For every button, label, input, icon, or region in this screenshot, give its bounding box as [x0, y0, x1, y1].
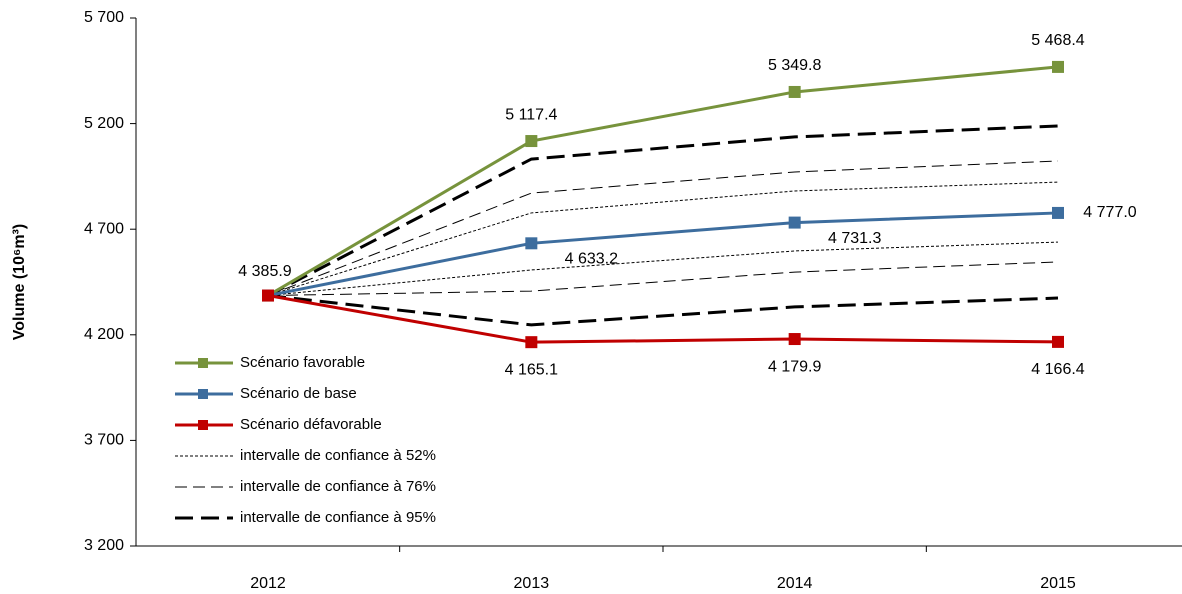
- point: [525, 237, 538, 250]
- x-tick-label: 2012: [250, 575, 286, 592]
- data-label: 4 166.4: [1031, 361, 1084, 378]
- point: [1052, 60, 1064, 73]
- series-line: [267, 65, 1059, 297]
- data-label: 5 349.8: [768, 57, 821, 74]
- confidence-line: [267, 241, 1059, 297]
- data-label: 4 179.9: [768, 358, 821, 375]
- legend-marker: [198, 358, 208, 368]
- point: [525, 336, 538, 349]
- x-tick-label: 2014: [777, 575, 813, 592]
- confidence-line: [267, 160, 1059, 297]
- confidence-line: [267, 181, 1059, 297]
- data-label: 4 777.0: [1083, 204, 1136, 221]
- legend-label: intervalle de confiance à 52%: [240, 447, 436, 464]
- legend-marker: [198, 420, 208, 430]
- legend-marker: [198, 389, 208, 399]
- confidence-line: [267, 294, 1059, 327]
- y-tick-label: 5 700: [84, 9, 124, 26]
- point: [788, 85, 801, 98]
- data-label: 5 117.4: [505, 106, 557, 123]
- confidence-line: [267, 124, 1059, 297]
- x-tick-label: 2015: [1040, 575, 1076, 592]
- y-tick-label: 3 700: [84, 432, 124, 449]
- legend-label: Scénario de base: [240, 385, 357, 402]
- legend-label: Scénario défavorable: [240, 416, 382, 433]
- legend-label: intervalle de confiance à 76%: [240, 478, 436, 495]
- point: [1052, 206, 1064, 219]
- confidence-line: [267, 261, 1059, 297]
- legend-label: intervalle de confiance à 95%: [240, 509, 436, 526]
- y-tick-label: 3 200: [84, 537, 124, 554]
- series-line: [267, 211, 1059, 298]
- point: [525, 135, 538, 148]
- y-tick-label: 5 200: [84, 115, 124, 132]
- series-line: [267, 294, 1059, 344]
- y-tick-label: 4 200: [84, 326, 124, 343]
- point: [262, 289, 274, 302]
- data-label: 4 731.3: [828, 230, 881, 247]
- point: [788, 333, 801, 346]
- point: [788, 216, 801, 229]
- data-label: 5 468.4: [1031, 32, 1084, 49]
- y-axis-label: Volume (10⁶m³): [11, 224, 28, 340]
- legend-label: Scénario favorable: [240, 354, 365, 371]
- y-tick-label: 4 700: [84, 220, 124, 237]
- x-tick-label: 2013: [514, 575, 550, 592]
- data-label: 4 385.9: [238, 263, 291, 280]
- data-label: 4 165.1: [505, 361, 558, 378]
- point: [1052, 335, 1064, 348]
- data-label: 4 633.2: [565, 251, 618, 268]
